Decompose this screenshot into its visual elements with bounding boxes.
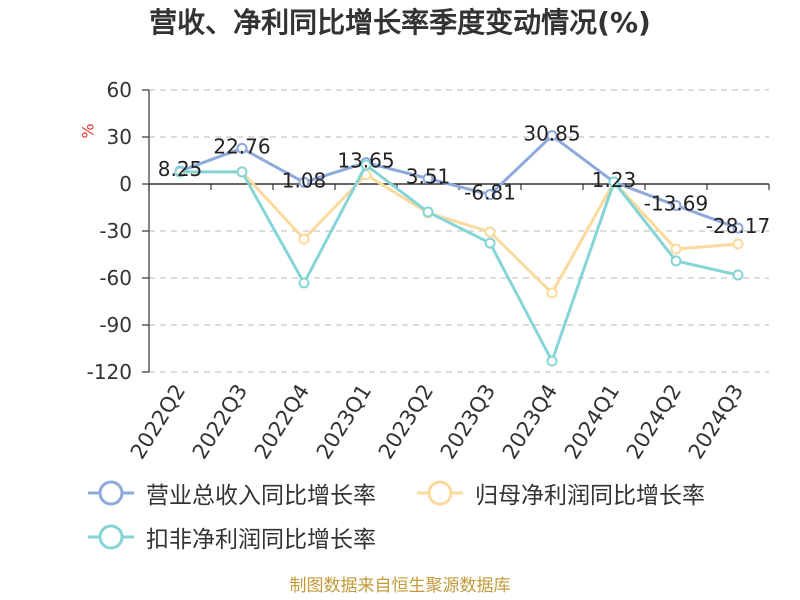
x-tick-label: 2022Q3 [188, 380, 253, 463]
x-tick-label: 2023Q3 [436, 380, 501, 463]
y-tick-label: -120 [87, 360, 132, 384]
legend-label: 营业总收入同比增长率 [146, 483, 376, 509]
data-point [298, 233, 310, 245]
grid-layer [149, 89, 769, 373]
y-axis-label: % [79, 123, 98, 138]
series-3 [174, 159, 744, 367]
legend-item-revenue[interactable]: 营业总收入同比增长率 [88, 473, 376, 513]
data-label: -13.69 [644, 191, 708, 215]
x-tick-label: 2023Q2 [374, 380, 439, 463]
legend-line-circle-icon [88, 480, 134, 506]
data-point [608, 176, 620, 188]
x-tick-label: 2023Q4 [498, 380, 563, 463]
data-point [174, 166, 186, 178]
data-point [732, 238, 744, 250]
chart-title: 营收、净利同比增长率季度变动情况(%) [149, 6, 651, 39]
data-label: 13.65 [337, 149, 394, 173]
data-point [546, 287, 558, 299]
data-point [484, 189, 496, 201]
legend-line-circle-icon [417, 480, 463, 506]
x-tick-label: 2023Q1 [312, 380, 377, 463]
legend-label: 扣非净利润同比增长率 [146, 527, 376, 553]
source-footer: 制图数据来自恒生聚源数据库 [289, 576, 511, 596]
axis-layer: 60300-30-60-90-120%2022Q22022Q32022Q4202… [79, 78, 770, 463]
data-label-layer: 8.25 22.76 1.08 13.65 3.51 -6.81 30.85 1.23 -13.… [158, 122, 771, 238]
x-tick-label: 2024Q2 [622, 380, 687, 463]
data-point [236, 142, 248, 154]
y-tick-label: 0 [119, 172, 132, 196]
data-point [546, 130, 558, 142]
data-point [422, 173, 434, 185]
series-line [179, 134, 739, 230]
data-point [484, 226, 496, 238]
y-tick-label: 60 [107, 78, 132, 102]
data-point [236, 166, 248, 178]
data-point [732, 222, 744, 234]
data-point [298, 277, 310, 289]
legend-item-deducted-net-profit[interactable]: 扣非净利润同比增长率 [88, 517, 376, 557]
x-tick-label: 2022Q4 [250, 380, 315, 463]
data-point [422, 206, 434, 218]
data-point [360, 159, 372, 171]
data-point [546, 355, 558, 367]
data-label: 1.23 [592, 168, 637, 192]
data-label: 30.85 [523, 122, 580, 146]
series-line [179, 170, 739, 295]
line-chart: 60300-30-60-90-120%2022Q22022Q32022Q4202… [79, 78, 771, 463]
data-label: -6.81 [464, 181, 516, 205]
legend-item-net-profit[interactable]: 归母净利润同比增长率 [417, 473, 705, 513]
data-label: 8.25 [158, 157, 203, 181]
y-tick-label: -30 [99, 219, 132, 243]
x-tick-label: 2024Q3 [684, 380, 749, 463]
y-tick-label: -90 [99, 313, 132, 337]
y-tick-label: 30 [107, 125, 132, 149]
data-point [298, 176, 310, 188]
series-layer [174, 130, 744, 367]
x-tick-label: 2024Q1 [560, 380, 625, 463]
legend-line-circle-icon [88, 524, 134, 550]
series-line [180, 163, 739, 363]
legend-label: 归母净利润同比增长率 [475, 483, 705, 509]
data-label: 1.08 [282, 168, 327, 192]
data-point [670, 199, 682, 211]
x-tick-label: 2022Q2 [126, 380, 191, 463]
data-label: 22.76 [213, 134, 270, 158]
y-tick-label: -60 [99, 266, 132, 290]
data-point [484, 237, 496, 249]
data-label: -28.17 [706, 214, 770, 238]
data-point [732, 269, 744, 281]
data-point [670, 255, 682, 267]
data-label: 3.51 [406, 165, 451, 189]
data-point [670, 243, 682, 255]
